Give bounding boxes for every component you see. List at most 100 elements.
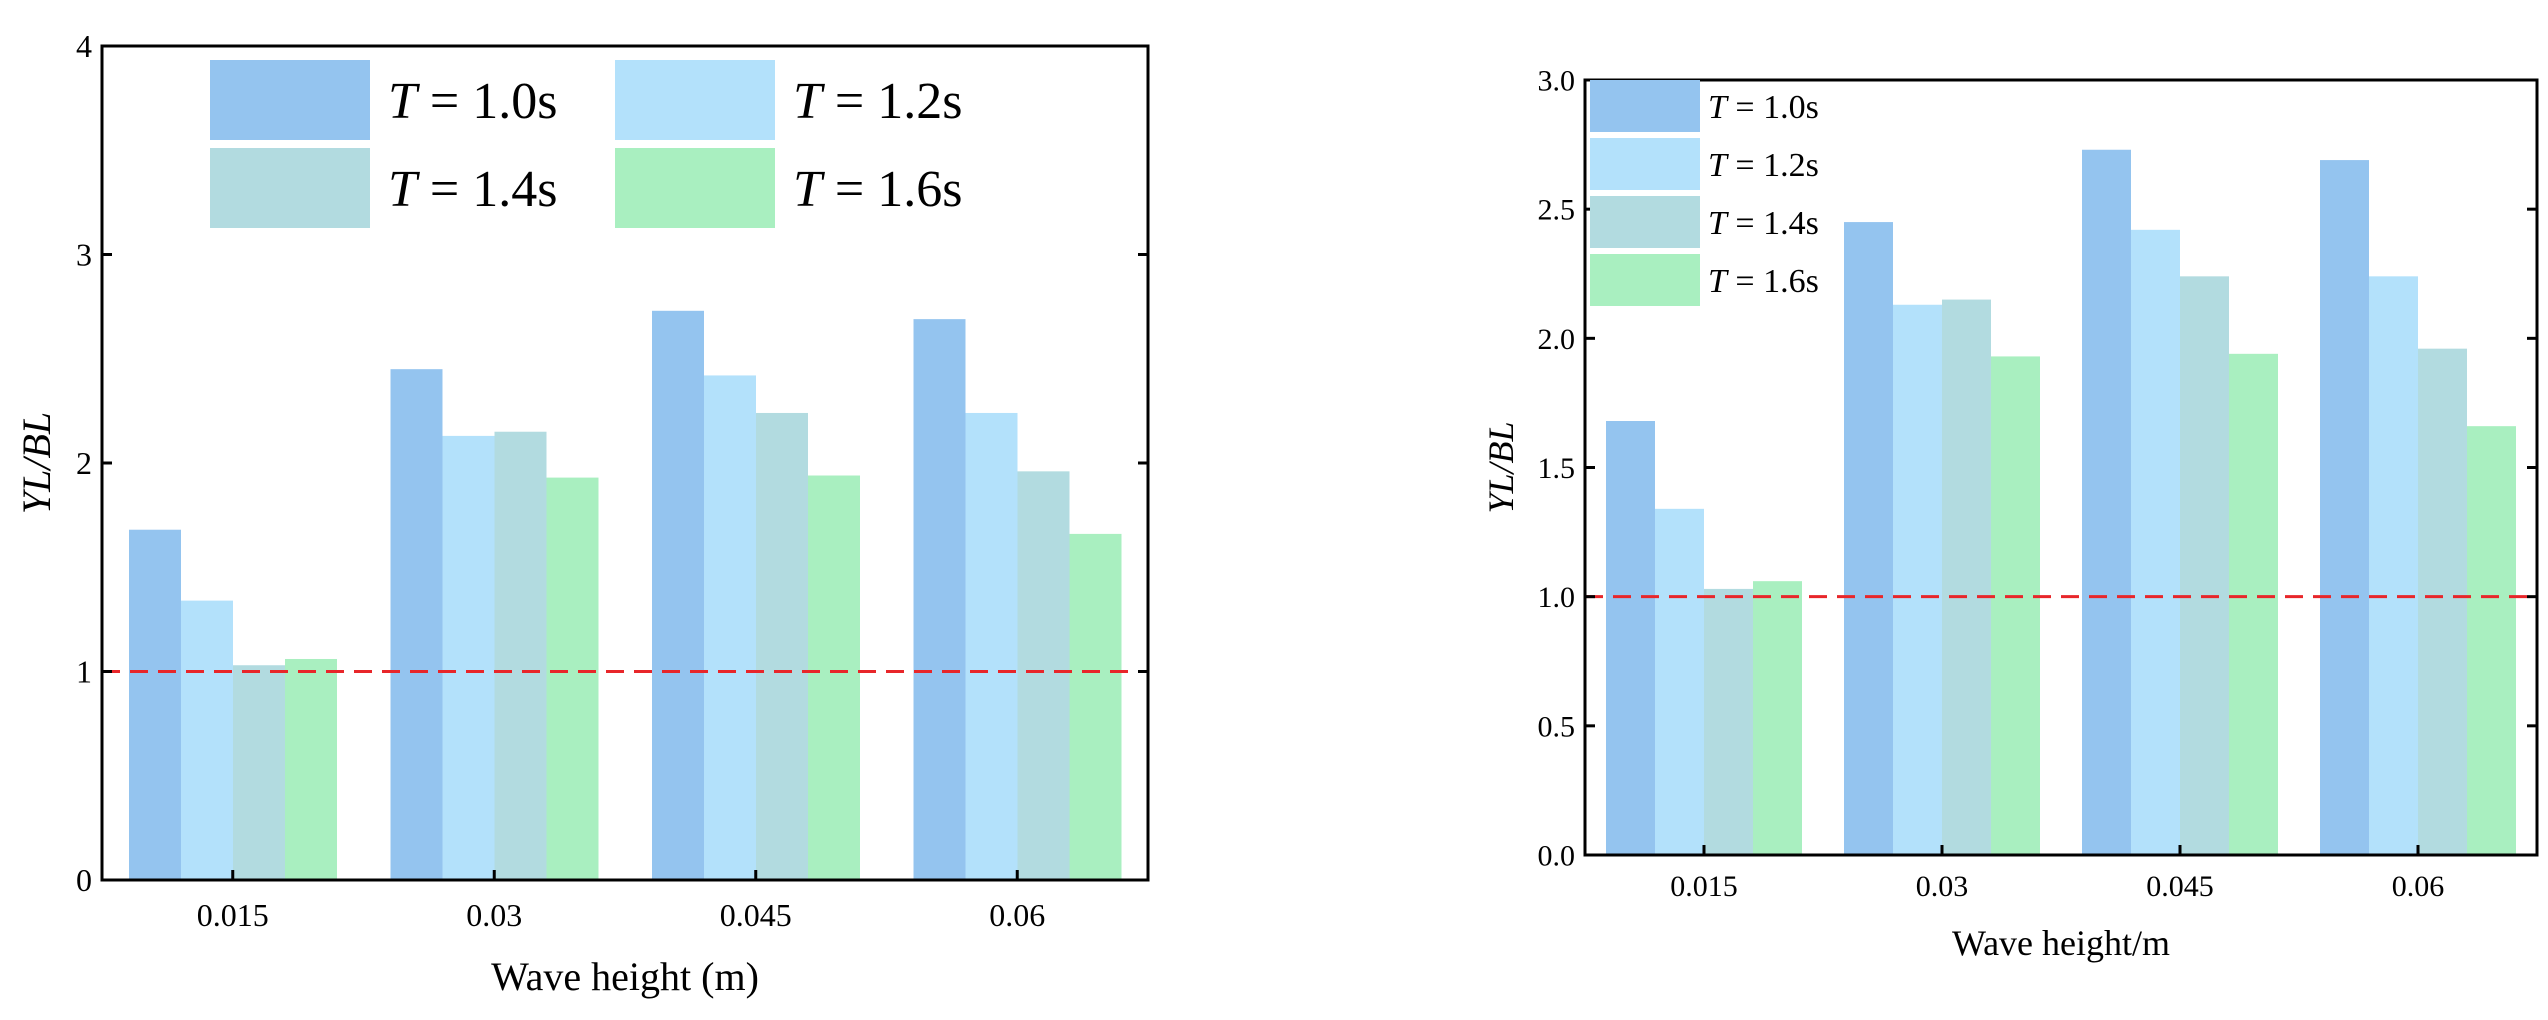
legend-swatch	[1590, 80, 1700, 132]
x-tick-label: 0.015	[197, 897, 269, 933]
y-axis-title: YL/BL	[14, 412, 59, 514]
bar	[1704, 588, 1753, 855]
y-tick-label: 3	[76, 237, 92, 273]
legend-value: = 1.6s	[822, 161, 963, 218]
bar	[1893, 304, 1942, 855]
legend-item: T = 1.4s	[1590, 196, 1819, 248]
bar	[1655, 508, 1704, 855]
bar	[808, 475, 860, 880]
legend-value: = 1.2s	[822, 73, 963, 130]
bar	[285, 658, 337, 880]
legend-label: T = 1.2s	[793, 73, 962, 130]
y-tick-label: 2.5	[1538, 194, 1576, 227]
bar	[1753, 581, 1802, 855]
legend-symbol: T	[388, 73, 420, 130]
legend-item: T = 1.0s	[1590, 80, 1819, 132]
legend-label: T = 1.4s	[388, 161, 557, 218]
legend-value: = 1.2s	[1727, 147, 1819, 184]
bar	[129, 529, 181, 880]
bar	[913, 319, 966, 880]
x-tick-label: 0.045	[2146, 870, 2214, 903]
bar	[2320, 160, 2369, 856]
bar	[652, 310, 704, 880]
legend-symbol: T	[1708, 147, 1729, 184]
bar	[965, 412, 1018, 880]
chart-panel-left: 0 1 2 3 4 0.015 0.03 0.045 0.06 Wave height (m) YL…	[14, 28, 1150, 999]
y-tick-label: 0.5	[1538, 710, 1576, 743]
chart-panel-right: 0.0 0.5 1.0 1.5 2.0 2.5 3.0 0.015 0.03 0.045 0.06 W…	[1481, 65, 2539, 963]
bar	[756, 412, 808, 880]
legend-item: T = 1.6s	[615, 148, 962, 228]
legend-value: = 1.4s	[417, 161, 558, 218]
y-axis-title: YL/BL	[1481, 421, 1521, 513]
x-axis-title: Wave height/m	[1952, 923, 2170, 963]
legend-swatch	[615, 60, 775, 140]
bar	[2418, 348, 2467, 855]
legend-item: T = 1.2s	[1590, 138, 1819, 190]
bar	[2082, 149, 2131, 855]
bar	[1606, 421, 1655, 855]
legend-symbol: T	[1708, 263, 1729, 300]
bar	[704, 375, 756, 880]
bar	[2369, 276, 2418, 855]
x-tick-label: 0.06	[2392, 870, 2445, 903]
legend-label: T = 1.0s	[388, 73, 557, 130]
legend-symbol: T	[1708, 205, 1729, 242]
legend-value: = 1.0s	[417, 73, 558, 130]
legend-swatch	[210, 148, 370, 228]
bar	[2131, 229, 2180, 856]
legend-swatch	[1590, 138, 1700, 190]
legend: T = 1.0sT = 1.2sT = 1.4sT = 1.6s	[1590, 80, 1819, 306]
legend-item: T = 1.0s	[210, 60, 557, 140]
y-tick-label: 2.0	[1538, 323, 1576, 356]
bar	[1844, 222, 1893, 856]
legend-swatch	[615, 148, 775, 228]
x-axis-title: Wave height (m)	[491, 954, 759, 999]
bar	[1069, 533, 1122, 880]
bar	[2229, 353, 2278, 855]
y-tick-label: 1.0	[1538, 581, 1576, 614]
legend-swatch	[1590, 196, 1700, 248]
legend-swatch	[210, 60, 370, 140]
legend-label: T = 1.6s	[793, 161, 962, 218]
x-tick-label: 0.03	[466, 897, 522, 933]
bar	[1017, 471, 1070, 880]
y-tick-label: 4	[76, 28, 92, 64]
legend-symbol: T	[793, 161, 825, 218]
bar	[390, 369, 443, 880]
bar	[233, 665, 285, 880]
y-tick-label: 0.0	[1538, 840, 1576, 873]
legend-label: T = 1.6s	[1708, 263, 1819, 300]
bar	[1942, 299, 1991, 855]
y-tick-label: 2	[76, 445, 92, 481]
y-tick-label: 1.5	[1538, 452, 1576, 485]
legend-item: T = 1.6s	[1590, 254, 1819, 306]
bar	[1991, 356, 2040, 855]
legend-symbol: T	[1708, 89, 1729, 126]
legend-label: T = 1.0s	[1708, 89, 1819, 126]
y-tick-label: 1	[76, 654, 92, 690]
x-tick-label: 0.045	[720, 897, 792, 933]
x-tick-label: 0.015	[1670, 870, 1738, 903]
legend-value: = 1.6s	[1727, 263, 1819, 300]
legend-label: T = 1.2s	[1708, 147, 1819, 184]
bar	[2467, 426, 2516, 855]
y-tick-label: 0	[76, 862, 92, 898]
legend-symbol: T	[793, 73, 825, 130]
bar	[494, 431, 547, 880]
bar	[181, 600, 233, 880]
legend-value: = 1.0s	[1727, 89, 1819, 126]
legend-value: = 1.4s	[1727, 205, 1819, 242]
x-tick-label: 0.06	[989, 897, 1045, 933]
x-tick-label: 0.03	[1916, 870, 1969, 903]
legend-item: T = 1.4s	[210, 148, 557, 228]
legend-symbol: T	[388, 161, 420, 218]
bar	[2180, 276, 2229, 855]
y-tick-label: 3.0	[1538, 65, 1576, 98]
legend-item: T = 1.2s	[615, 60, 962, 140]
legend-label: T = 1.4s	[1708, 205, 1819, 242]
bar	[546, 477, 599, 880]
bar	[442, 435, 495, 880]
